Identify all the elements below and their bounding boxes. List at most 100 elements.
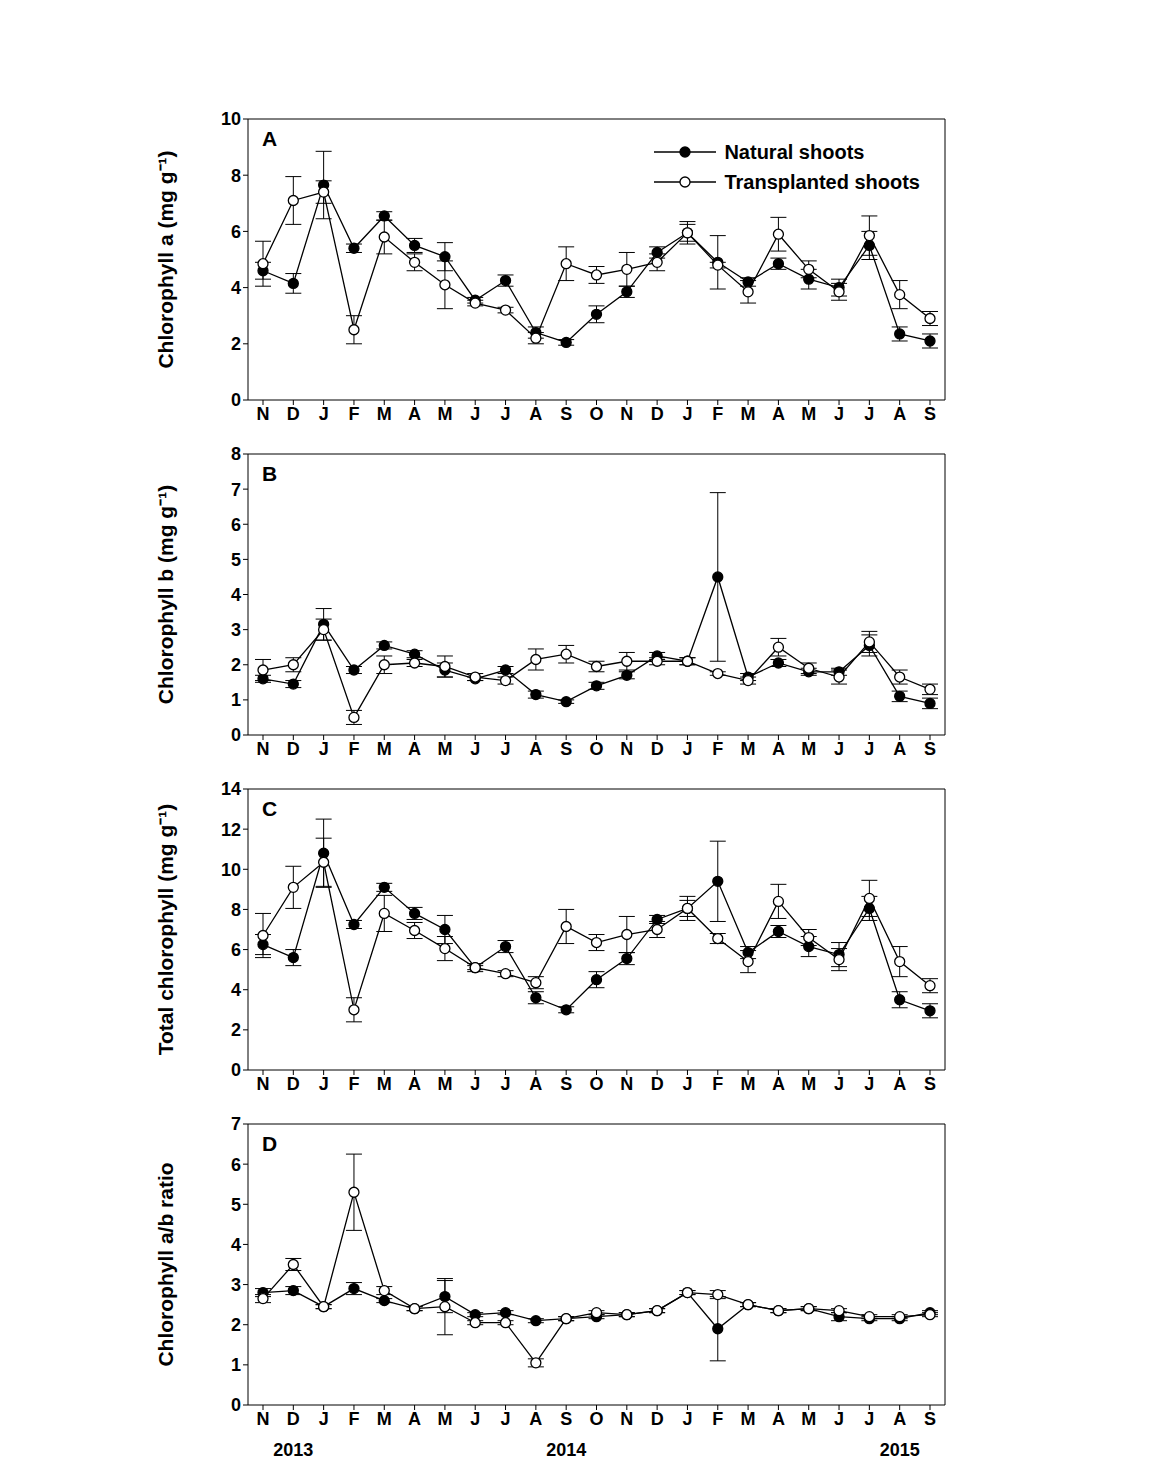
svg-text:4: 4 (231, 1235, 241, 1255)
svg-text:J: J (501, 1074, 511, 1094)
svg-text:J: J (470, 1074, 480, 1094)
svg-text:J: J (864, 1074, 874, 1094)
svg-text:O: O (589, 739, 603, 759)
svg-text:F: F (712, 1409, 723, 1429)
svg-text:J: J (682, 404, 692, 424)
svg-text:2: 2 (231, 334, 241, 354)
svg-text:F: F (712, 739, 723, 759)
svg-text:7: 7 (231, 480, 241, 500)
svg-text:M: M (377, 1409, 392, 1429)
svg-text:7: 7 (231, 1114, 241, 1134)
svg-text:D: D (287, 739, 300, 759)
svg-text:J: J (682, 739, 692, 759)
svg-text:M: M (801, 404, 816, 424)
svg-text:4: 4 (231, 585, 241, 605)
svg-text:A: A (529, 739, 542, 759)
svg-text:8: 8 (231, 444, 241, 464)
svg-text:0: 0 (231, 725, 241, 745)
svg-text:A: A (408, 404, 421, 424)
svg-text:A: A (529, 404, 542, 424)
svg-text:Chlorophyll b (mg g⁻¹): Chlorophyll b (mg g⁻¹) (154, 485, 177, 704)
svg-text:M: M (801, 1409, 816, 1429)
svg-text:J: J (501, 1409, 511, 1429)
svg-text:8: 8 (231, 166, 241, 186)
svg-text:A: A (893, 739, 906, 759)
svg-text:6: 6 (231, 1155, 241, 1175)
svg-text:0: 0 (231, 1060, 241, 1080)
svg-text:M: M (801, 1074, 816, 1094)
svg-text:M: M (741, 739, 756, 759)
svg-text:J: J (864, 1409, 874, 1429)
svg-text:1: 1 (231, 1355, 241, 1375)
svg-text:M: M (801, 739, 816, 759)
svg-text:D: D (651, 739, 664, 759)
svg-text:A: A (893, 404, 906, 424)
svg-text:Total chlorophyll (mg g⁻¹): Total chlorophyll (mg g⁻¹) (154, 804, 177, 1056)
svg-text:D: D (651, 404, 664, 424)
svg-text:S: S (924, 404, 936, 424)
svg-text:A: A (893, 1074, 906, 1094)
svg-text:J: J (319, 1074, 329, 1094)
svg-text:N: N (257, 1074, 270, 1094)
svg-text:D: D (287, 1409, 300, 1429)
svg-text:Chlorophyll a (mg g⁻¹): Chlorophyll a (mg g⁻¹) (154, 150, 177, 368)
svg-text:2015: 2015 (880, 1440, 920, 1460)
svg-text:6: 6 (231, 222, 241, 242)
svg-text:N: N (620, 1074, 633, 1094)
svg-text:J: J (470, 739, 480, 759)
svg-text:J: J (834, 404, 844, 424)
svg-text:N: N (620, 404, 633, 424)
svg-text:D: D (651, 1074, 664, 1094)
svg-text:A: A (772, 1074, 785, 1094)
svg-text:D: D (287, 404, 300, 424)
svg-text:F: F (348, 739, 359, 759)
svg-text:10: 10 (221, 109, 241, 129)
svg-text:A: A (772, 1409, 785, 1429)
svg-text:F: F (712, 404, 723, 424)
svg-text:S: S (924, 739, 936, 759)
svg-text:M: M (741, 404, 756, 424)
svg-text:M: M (437, 1074, 452, 1094)
svg-text:J: J (470, 404, 480, 424)
svg-text:J: J (864, 739, 874, 759)
svg-text:8: 8 (231, 900, 241, 920)
svg-text:2: 2 (231, 655, 241, 675)
svg-text:2: 2 (231, 1315, 241, 1335)
svg-text:S: S (560, 404, 572, 424)
svg-text:4: 4 (231, 278, 241, 298)
svg-text:N: N (257, 739, 270, 759)
svg-text:S: S (560, 1074, 572, 1094)
svg-text:J: J (834, 1409, 844, 1429)
svg-text:O: O (589, 1409, 603, 1429)
svg-text:F: F (348, 1074, 359, 1094)
svg-text:F: F (712, 1074, 723, 1094)
svg-text:J: J (682, 1074, 692, 1094)
svg-text:M: M (741, 1074, 756, 1094)
svg-text:M: M (437, 1409, 452, 1429)
svg-text:6: 6 (231, 515, 241, 535)
svg-text:J: J (501, 739, 511, 759)
svg-text:3: 3 (231, 620, 241, 640)
svg-text:N: N (620, 739, 633, 759)
svg-text:S: S (924, 1409, 936, 1429)
svg-text:14: 14 (221, 779, 241, 799)
svg-text:2013: 2013 (273, 1440, 313, 1460)
svg-text:J: J (319, 1409, 329, 1429)
svg-text:S: S (924, 1074, 936, 1094)
svg-text:J: J (864, 404, 874, 424)
svg-text:F: F (348, 404, 359, 424)
svg-text:S: S (560, 1409, 572, 1429)
svg-text:S: S (560, 739, 572, 759)
svg-text:D: D (651, 1409, 664, 1429)
svg-text:J: J (834, 1074, 844, 1094)
svg-text:A: A (408, 1409, 421, 1429)
svg-text:Chlorophyll a/b ratio: Chlorophyll a/b ratio (154, 1162, 177, 1366)
svg-text:1: 1 (231, 690, 241, 710)
svg-text:D: D (287, 1074, 300, 1094)
svg-text:6: 6 (231, 940, 241, 960)
svg-text:M: M (437, 739, 452, 759)
svg-text:N: N (620, 1409, 633, 1429)
svg-text:A: A (408, 739, 421, 759)
svg-text:J: J (501, 404, 511, 424)
svg-text:F: F (348, 1409, 359, 1429)
